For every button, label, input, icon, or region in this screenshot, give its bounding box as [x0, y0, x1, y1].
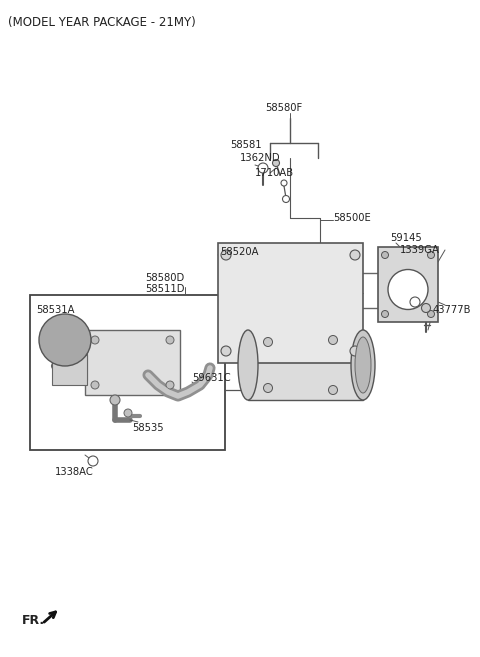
Circle shape	[221, 250, 231, 260]
Text: FR.: FR.	[22, 614, 45, 627]
Circle shape	[258, 163, 268, 173]
Circle shape	[166, 381, 174, 389]
Bar	[52, 355, 87, 385]
Text: 58520A: 58520A	[220, 247, 259, 257]
Circle shape	[281, 180, 287, 186]
Bar	[248, 330, 363, 400]
Text: 59631C: 59631C	[192, 373, 230, 383]
Bar	[85, 330, 180, 395]
Circle shape	[110, 395, 120, 405]
Circle shape	[221, 346, 231, 356]
Text: (MODEL YEAR PACKAGE - 21MY): (MODEL YEAR PACKAGE - 21MY)	[8, 16, 196, 29]
Ellipse shape	[51, 359, 86, 373]
Bar	[378, 247, 438, 322]
Circle shape	[264, 384, 273, 392]
Circle shape	[328, 336, 337, 344]
Circle shape	[88, 456, 98, 466]
Circle shape	[428, 311, 434, 317]
Text: 58580D: 58580D	[145, 273, 184, 283]
Text: 58535: 58535	[132, 423, 164, 433]
Bar	[218, 243, 363, 363]
Circle shape	[273, 160, 279, 166]
Circle shape	[428, 252, 434, 258]
Circle shape	[328, 386, 337, 394]
Text: 58581: 58581	[230, 140, 262, 150]
Text: 58500E: 58500E	[333, 213, 371, 223]
Text: 1362ND: 1362ND	[240, 153, 281, 163]
Circle shape	[91, 381, 99, 389]
Ellipse shape	[60, 344, 74, 380]
Circle shape	[421, 304, 431, 313]
Ellipse shape	[351, 330, 375, 400]
Circle shape	[350, 250, 360, 260]
Text: 1339GA: 1339GA	[400, 245, 440, 255]
Text: 58580F: 58580F	[265, 103, 302, 113]
Circle shape	[166, 336, 174, 344]
Text: 58531A: 58531A	[36, 305, 74, 315]
Circle shape	[350, 346, 360, 356]
Circle shape	[382, 311, 388, 317]
Ellipse shape	[355, 337, 371, 393]
Circle shape	[388, 269, 428, 309]
Circle shape	[91, 336, 99, 344]
Circle shape	[410, 297, 420, 307]
Text: 59145: 59145	[390, 233, 422, 243]
Text: 1338AC: 1338AC	[55, 467, 94, 477]
Circle shape	[39, 314, 91, 366]
Ellipse shape	[238, 330, 258, 400]
Circle shape	[264, 338, 273, 346]
Circle shape	[124, 409, 132, 417]
Text: 43777B: 43777B	[433, 305, 471, 315]
Text: 58511D: 58511D	[145, 284, 184, 294]
Circle shape	[382, 252, 388, 258]
Bar	[30, 295, 225, 450]
Text: 1710AB: 1710AB	[255, 168, 294, 178]
Circle shape	[283, 196, 289, 202]
Bar	[67, 345, 87, 380]
